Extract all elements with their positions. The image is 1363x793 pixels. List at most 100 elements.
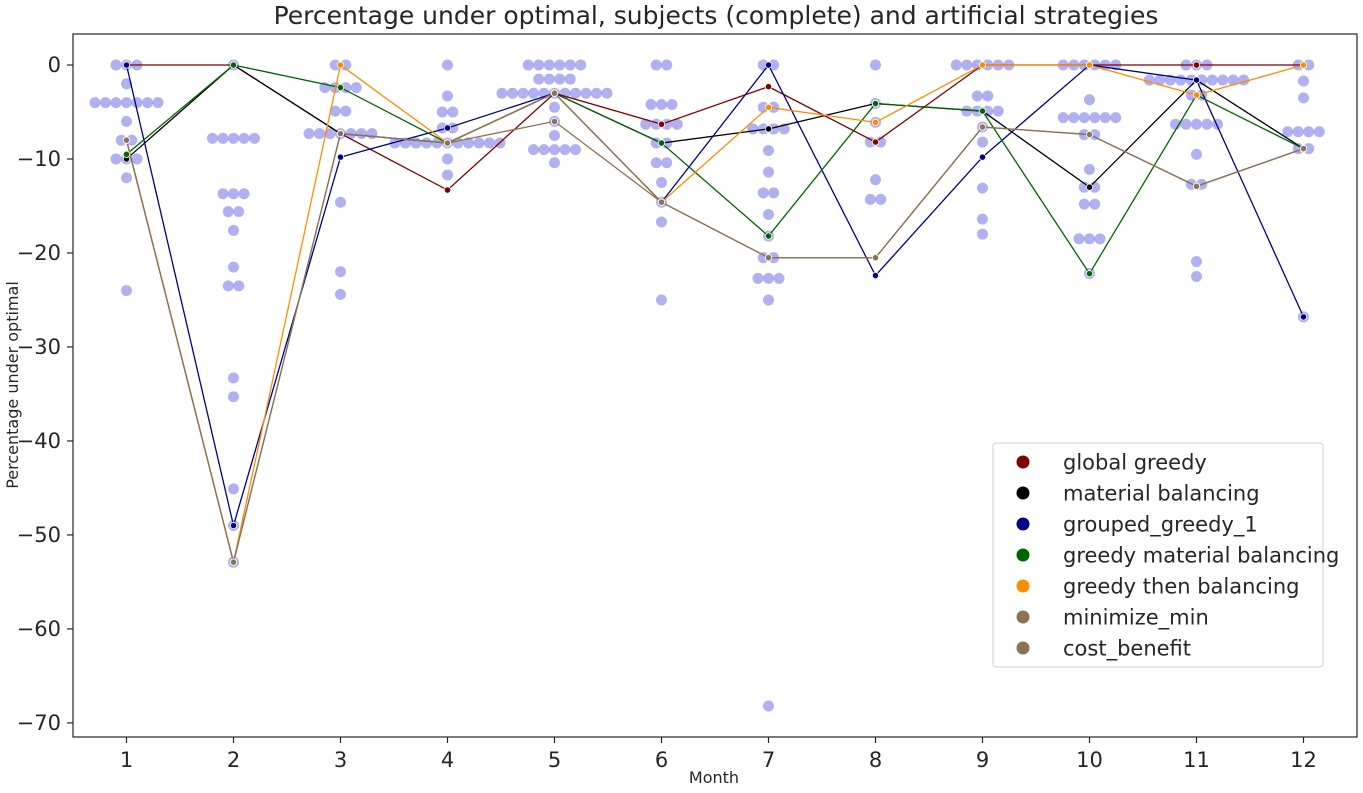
subject-point bbox=[570, 87, 581, 99]
legend-marker bbox=[1016, 610, 1030, 624]
subject-point bbox=[1175, 74, 1187, 86]
subject-point bbox=[543, 73, 555, 85]
subject-point bbox=[1298, 75, 1309, 87]
subject-point bbox=[366, 128, 378, 140]
series-point-grouped-greedy-1 bbox=[443, 124, 452, 132]
subject-point bbox=[757, 187, 769, 199]
subject-point bbox=[661, 59, 673, 71]
subject-point bbox=[340, 59, 352, 71]
series-point-grouped-greedy-1 bbox=[978, 153, 987, 161]
series-point-greedy-material-balancing bbox=[871, 99, 880, 108]
subject-point bbox=[1180, 118, 1192, 130]
subject-point bbox=[324, 128, 336, 140]
y-tick-label: −40 bbox=[17, 429, 61, 453]
subject-point bbox=[1068, 112, 1080, 124]
subject-point bbox=[222, 280, 234, 292]
subject-point bbox=[442, 153, 453, 165]
series-point-greedy-then-balancing bbox=[1299, 61, 1308, 69]
subject-point bbox=[763, 145, 774, 157]
series-point-global-greedy bbox=[871, 138, 880, 146]
subject-point bbox=[645, 98, 657, 110]
subject-point bbox=[559, 144, 571, 156]
y-tick-label: −60 bbox=[17, 617, 61, 641]
subject-point bbox=[121, 97, 132, 109]
subject-point bbox=[763, 166, 774, 178]
subject-point bbox=[554, 59, 566, 71]
y-tick-label: −50 bbox=[17, 523, 61, 547]
subject-point bbox=[335, 288, 346, 300]
subject-point bbox=[1191, 118, 1202, 130]
subject-point bbox=[131, 97, 143, 109]
series-point-greedy-then-balancing bbox=[764, 103, 773, 111]
series-point-material-balancing bbox=[1085, 183, 1094, 191]
legend-marker bbox=[1016, 579, 1030, 593]
x-tick-label: 2 bbox=[227, 748, 240, 772]
subject-point bbox=[752, 272, 764, 284]
series-point-cost-benefit bbox=[336, 130, 345, 138]
subject-point bbox=[671, 118, 683, 130]
subject-point bbox=[656, 98, 667, 110]
series-point-grouped-greedy-1 bbox=[1299, 313, 1308, 321]
legend-marker bbox=[1016, 517, 1030, 531]
subject-point bbox=[656, 176, 667, 188]
subject-point bbox=[864, 136, 876, 148]
plot-frame bbox=[72, 33, 1358, 738]
subject-point bbox=[580, 87, 592, 99]
subject-point bbox=[473, 137, 485, 149]
subject-point bbox=[757, 123, 769, 135]
series-point-minimize-min bbox=[550, 117, 559, 126]
subject-point bbox=[1201, 118, 1213, 130]
subject-point bbox=[1196, 74, 1208, 86]
chart-title: Percentage under optimal, subjects (comp… bbox=[274, 1, 1159, 30]
subject-point bbox=[549, 157, 560, 169]
subject-point bbox=[1191, 255, 1202, 267]
strategy-markers bbox=[122, 61, 1308, 566]
subject-point bbox=[591, 87, 602, 99]
subject-point bbox=[1154, 74, 1166, 86]
series-line-material-balancing bbox=[126, 64, 1304, 189]
x-tick-label: 5 bbox=[548, 748, 561, 772]
series-point-cost-benefit bbox=[229, 558, 238, 566]
subject-point bbox=[228, 372, 239, 384]
subject-point bbox=[496, 87, 508, 99]
series-line-grouped-greedy-1 bbox=[125, 63, 1305, 529]
y-tick-label: −30 bbox=[17, 335, 61, 359]
series-point-greedy-material-balancing bbox=[229, 61, 238, 69]
subject-point bbox=[110, 97, 122, 109]
subject-point bbox=[961, 105, 973, 117]
legend-label: material balancing bbox=[1063, 482, 1260, 506]
series-point-cost-benefit bbox=[122, 136, 131, 144]
legend-marker bbox=[1016, 641, 1030, 655]
subject-point bbox=[650, 157, 662, 169]
subject-point bbox=[115, 134, 127, 146]
subject-point bbox=[340, 105, 352, 117]
subject-point bbox=[356, 128, 367, 140]
subject-point bbox=[763, 272, 774, 284]
subject-point bbox=[238, 132, 250, 144]
subject-point bbox=[421, 137, 432, 149]
subject-point bbox=[329, 59, 341, 71]
series-point-greedy-material-balancing bbox=[764, 232, 773, 240]
series-line-greedy-then-balancing bbox=[125, 63, 1304, 563]
series-point-grouped-greedy-1 bbox=[336, 153, 345, 161]
subject-point bbox=[335, 266, 346, 278]
subject-point bbox=[484, 137, 495, 149]
subject-point bbox=[217, 132, 229, 144]
subject-point bbox=[228, 483, 239, 495]
subject-point bbox=[768, 187, 780, 199]
series-point-cost-benefit bbox=[978, 123, 987, 131]
subject-point bbox=[121, 115, 132, 127]
series-point-greedy-material-balancing bbox=[657, 139, 666, 147]
series-point-cost-benefit bbox=[764, 254, 773, 262]
subject-point bbox=[549, 101, 560, 113]
subject-point bbox=[870, 59, 881, 71]
subject-point bbox=[1089, 112, 1101, 124]
series-point-grouped-greedy-1 bbox=[122, 61, 131, 69]
x-axis: 1 2 3 4 5 6 7 8 9 10 11 12 bbox=[120, 737, 1317, 772]
series-point-global-greedy bbox=[443, 186, 452, 194]
subject-point bbox=[228, 224, 239, 236]
subject-point bbox=[249, 132, 260, 144]
strategy-lines bbox=[125, 63, 1305, 563]
subject-point bbox=[126, 134, 138, 146]
